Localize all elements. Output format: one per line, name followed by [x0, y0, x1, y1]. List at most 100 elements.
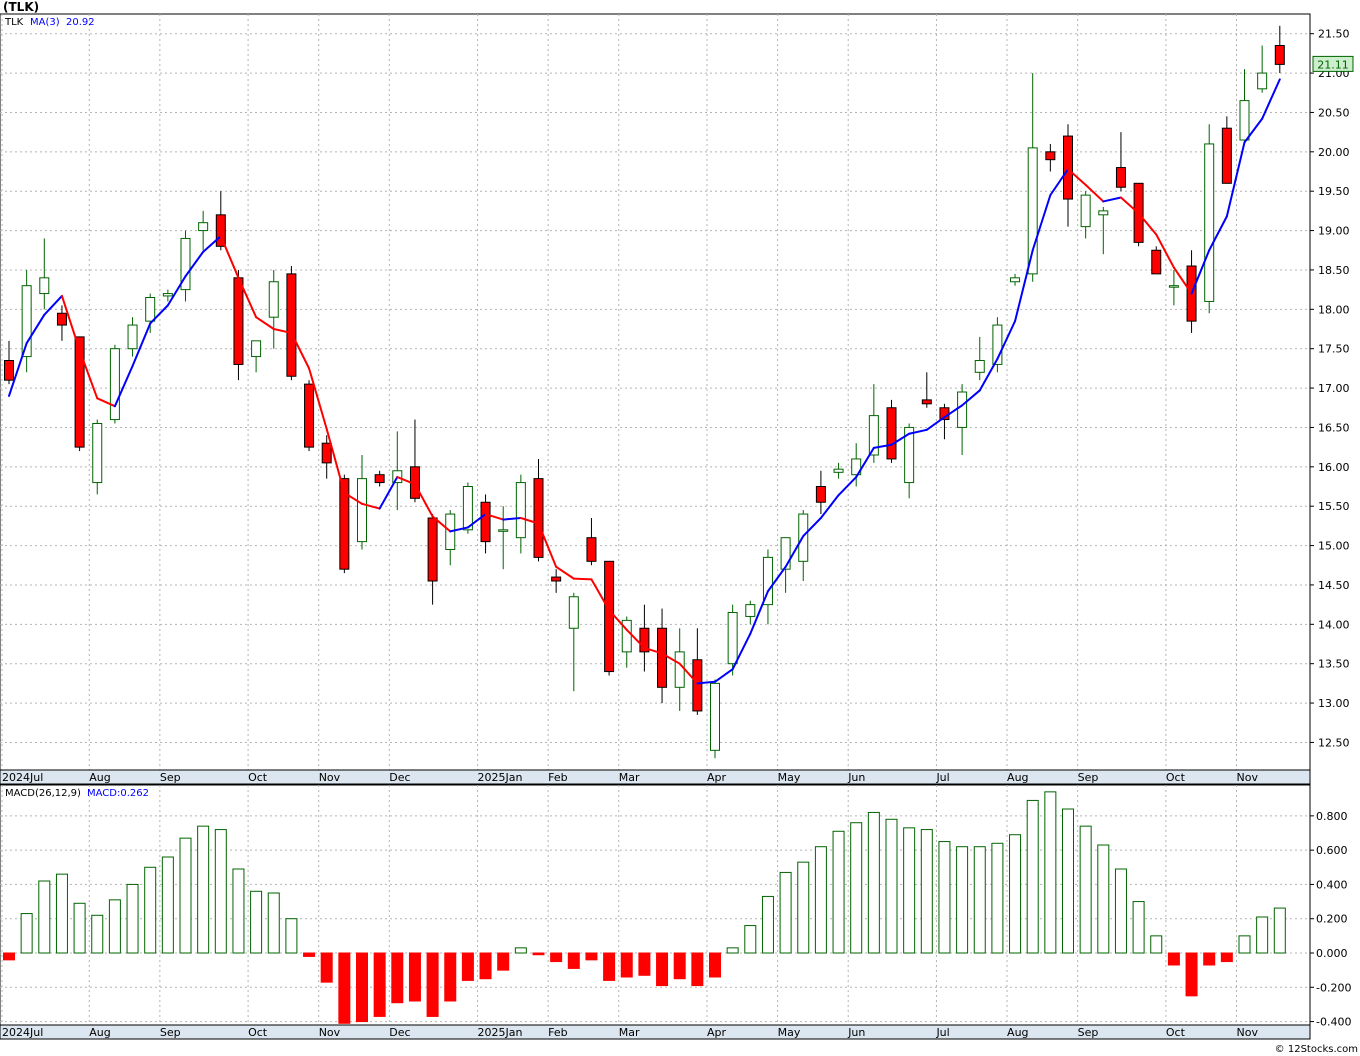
- candle: [268, 269, 279, 349]
- candle-body-up: [1010, 277, 1021, 283]
- ma-segment: [1208, 215, 1228, 252]
- macd-bar-negative: [408, 952, 421, 1002]
- price-tick-label: 18.00: [1318, 303, 1350, 316]
- macd-tick-label: 0.400: [1316, 878, 1348, 891]
- candle-body-down: [586, 537, 597, 562]
- candle-body-down: [551, 576, 562, 582]
- ma-segment: [396, 476, 416, 486]
- macd-bar-negative: [356, 952, 368, 1023]
- ma-segment: [1014, 249, 1034, 323]
- macd-bar-positive: [1097, 844, 1110, 954]
- ma-segment: [625, 628, 646, 649]
- macd-legend: MACD(26,12,9) MACD:0.262: [5, 788, 149, 799]
- candle: [198, 210, 209, 251]
- macd-bar-negative: [1203, 952, 1216, 966]
- ma-segment: [8, 342, 28, 397]
- candle-body-up: [780, 537, 791, 570]
- ma-segment: [819, 494, 840, 519]
- candle-body-down: [533, 478, 544, 558]
- candle-body-up: [515, 482, 526, 539]
- ma-segment: [43, 294, 63, 316]
- macd-bar-negative: [673, 952, 686, 980]
- ma-segment: [413, 483, 434, 518]
- candle: [1027, 73, 1038, 282]
- price-month-label: Jun: [847, 771, 865, 784]
- ma-segment: [766, 565, 787, 593]
- macd-bars: [3, 791, 1286, 1024]
- candle: [851, 443, 862, 487]
- candle-body-down: [4, 360, 14, 381]
- candle-body-up: [868, 415, 879, 456]
- candle-body-down: [321, 442, 332, 464]
- candle-body-down: [886, 407, 897, 460]
- candle: [1098, 206, 1109, 255]
- ma-segment: [96, 397, 116, 408]
- candle-body-down: [815, 486, 826, 503]
- candle-body-down: [74, 336, 85, 448]
- macd-bar-negative: [709, 952, 721, 978]
- ma-segment: [661, 652, 681, 665]
- ma-segment: [78, 349, 99, 400]
- price-tick-label: 19.00: [1318, 225, 1350, 238]
- candle-body-up: [357, 478, 367, 543]
- macd-bar-positive: [956, 846, 969, 954]
- candle: [1221, 116, 1232, 184]
- macd-grid: [0, 785, 1310, 1025]
- macd-bar-positive: [1009, 834, 1022, 954]
- ma-segment: [60, 294, 81, 352]
- price-month-label: Aug: [1007, 771, 1028, 784]
- ma-segment: [872, 443, 893, 449]
- price-axis-strip: [0, 769, 1311, 785]
- ma-segment: [1261, 78, 1281, 120]
- macd-bar-positive: [126, 883, 139, 954]
- macd-month-labels: 2024Jul Aug Sep Oct Nov Dec 2025Jan Feb Mar Apr Ma…: [2, 1026, 1258, 1039]
- macd-legend-label: MACD(26,12,9): [5, 788, 81, 799]
- price-month-label: Oct: [1166, 771, 1186, 784]
- candle: [1115, 132, 1126, 192]
- candle-body-down: [1274, 45, 1285, 65]
- macd-bar-negative: [691, 952, 704, 987]
- candle: [215, 191, 226, 251]
- last-price-badge-box: [1312, 55, 1354, 72]
- candle: [427, 514, 438, 605]
- macd-month-label: 2024Jul: [2, 1026, 43, 1039]
- price-panel: 12.50 13.00 13.50 14.00 14.50 15.00 15.50 16.00…: [0, 13, 1354, 785]
- ma-segment: [802, 517, 822, 538]
- macd-bar-positive: [267, 892, 280, 954]
- macd-bar-positive: [285, 918, 298, 954]
- candle: [162, 289, 173, 302]
- candle: [4, 340, 14, 385]
- macd-bar-negative: [373, 952, 386, 1017]
- macd-bar-positive: [938, 841, 951, 954]
- candle: [21, 269, 32, 373]
- macd-tick-label: 0.200: [1316, 913, 1348, 926]
- ma-segment: [890, 432, 911, 446]
- ma-segment: [255, 316, 275, 330]
- macd-bar-positive: [867, 811, 880, 954]
- candle: [1133, 182, 1144, 247]
- last-price-badge: 21.11: [1312, 55, 1354, 72]
- candle-body-down: [639, 627, 650, 653]
- price-tick-label: 19.50: [1318, 185, 1350, 198]
- ma-segment: [184, 250, 205, 278]
- candle: [604, 560, 615, 676]
- ma-segment: [502, 517, 522, 521]
- candle-body-up: [251, 340, 262, 358]
- legend-ma-value: 20.92: [66, 17, 95, 28]
- candle-body-down: [304, 383, 315, 448]
- candle: [533, 458, 544, 562]
- ma-segment: [537, 522, 558, 568]
- candle: [374, 470, 385, 487]
- candle: [180, 230, 191, 302]
- macd-bar-positive: [1238, 935, 1251, 954]
- candle-body-down: [1151, 249, 1162, 275]
- macd-bar-positive: [144, 866, 157, 954]
- ma-segment: [113, 365, 134, 408]
- macd-month-label: Feb: [548, 1026, 567, 1039]
- candle-body-down: [480, 501, 491, 543]
- price-month-label: Aug: [89, 771, 110, 784]
- candle-body-up: [727, 612, 738, 665]
- price-month-label: Nov: [319, 771, 341, 784]
- candle-body-down: [286, 273, 297, 377]
- ma-segment: [449, 526, 469, 533]
